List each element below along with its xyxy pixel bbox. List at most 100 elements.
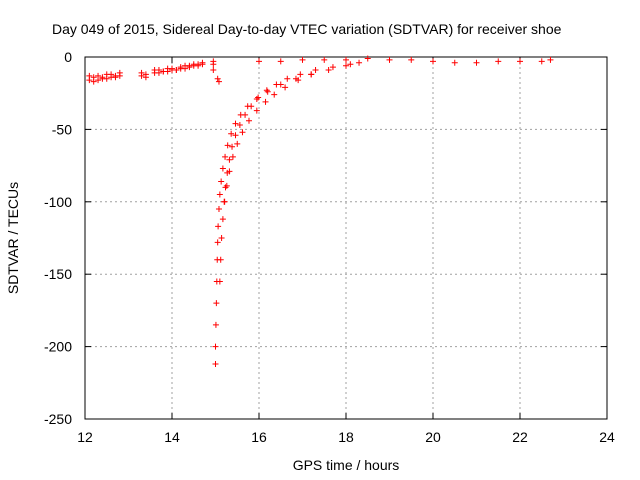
data-point xyxy=(253,107,260,114)
x-tick-label: 12 xyxy=(77,429,93,445)
data-point xyxy=(212,343,219,350)
x-tick-labels: 12 14 16 18 20 22 24 xyxy=(77,429,615,445)
data-point xyxy=(273,81,280,88)
data-point xyxy=(224,142,231,149)
data-point xyxy=(90,78,97,85)
data-point xyxy=(218,178,225,185)
data-point xyxy=(199,61,206,68)
data-point xyxy=(263,87,270,94)
grid-lines xyxy=(85,57,607,419)
y-tick-label: -250 xyxy=(44,411,72,427)
data-point xyxy=(218,235,225,241)
data-point xyxy=(538,58,545,65)
data-point xyxy=(224,169,231,176)
data-point xyxy=(284,75,291,82)
data-point xyxy=(495,58,502,65)
data-point xyxy=(215,206,222,213)
data-point xyxy=(517,58,523,65)
data-point xyxy=(213,300,220,307)
data-point xyxy=(271,91,278,98)
data-point xyxy=(164,68,171,75)
data-point xyxy=(182,65,189,72)
data-point xyxy=(212,360,219,367)
data-point xyxy=(329,64,336,71)
data-point xyxy=(297,71,304,78)
data-point xyxy=(325,67,332,74)
data-point xyxy=(222,153,229,160)
data-point xyxy=(236,122,243,129)
data-point xyxy=(210,67,217,74)
data-point xyxy=(86,77,93,84)
data-points xyxy=(86,55,554,367)
data-point xyxy=(142,74,149,81)
x-tick-label: 22 xyxy=(512,429,528,445)
data-point xyxy=(229,153,236,160)
data-point xyxy=(228,130,235,137)
data-point xyxy=(239,129,246,136)
data-point xyxy=(312,67,319,74)
y-tick-label: 0 xyxy=(64,49,72,65)
y-tick-label: -200 xyxy=(44,339,72,355)
data-point xyxy=(186,64,193,71)
x-tick-label: 14 xyxy=(164,429,180,445)
data-point xyxy=(222,184,229,191)
data-point xyxy=(216,191,223,198)
data-point xyxy=(430,58,436,65)
data-point xyxy=(264,88,271,95)
data-point xyxy=(219,216,226,223)
data-point xyxy=(95,77,102,84)
data-point xyxy=(210,61,217,68)
data-point xyxy=(215,223,222,230)
data-point xyxy=(248,103,255,110)
data-point xyxy=(308,71,315,78)
data-point xyxy=(229,143,236,150)
data-point xyxy=(112,74,119,81)
data-point xyxy=(245,117,252,124)
x-tick-label: 24 xyxy=(599,429,615,445)
data-point xyxy=(299,56,306,63)
data-point xyxy=(408,56,415,63)
data-point xyxy=(215,78,222,85)
chart-title: Day 049 of 2015, Sidereal Day-to-day VTE… xyxy=(52,21,562,37)
y-tick-labels: 0 -50 -100 -150 -200 -250 xyxy=(44,49,72,427)
data-point xyxy=(321,56,328,63)
data-point xyxy=(253,95,260,102)
data-point xyxy=(347,61,354,68)
data-point xyxy=(255,94,262,101)
data-point xyxy=(226,156,233,163)
data-point xyxy=(195,62,202,69)
data-point xyxy=(116,72,123,79)
y-tick-label: -100 xyxy=(44,194,72,210)
data-point xyxy=(473,59,480,66)
data-point xyxy=(219,165,226,172)
data-point xyxy=(343,62,349,69)
data-point xyxy=(212,321,219,328)
data-point xyxy=(451,59,458,66)
data-point xyxy=(214,239,221,246)
data-point xyxy=(232,132,239,139)
x-axis-label: GPS time / hours xyxy=(293,457,400,473)
data-point xyxy=(155,69,162,76)
data-point xyxy=(356,59,363,66)
data-point xyxy=(277,58,284,65)
x-tick-label: 18 xyxy=(338,429,354,445)
data-point xyxy=(223,182,230,189)
data-point xyxy=(173,67,180,74)
data-point xyxy=(216,278,223,285)
y-tick-label: -50 xyxy=(52,121,72,137)
x-tick-label: 20 xyxy=(425,429,441,445)
data-point xyxy=(547,56,554,63)
data-point xyxy=(217,256,224,263)
data-point xyxy=(242,111,249,118)
data-point xyxy=(103,75,110,82)
data-point xyxy=(262,98,269,105)
data-point xyxy=(343,56,349,63)
data-point xyxy=(234,140,241,147)
data-point xyxy=(232,120,239,127)
data-point xyxy=(364,55,371,62)
data-point xyxy=(282,84,289,91)
y-axis-label: SDTVAR / TECUs xyxy=(5,182,21,294)
x-tick-label: 16 xyxy=(251,429,267,445)
data-point xyxy=(221,198,228,205)
